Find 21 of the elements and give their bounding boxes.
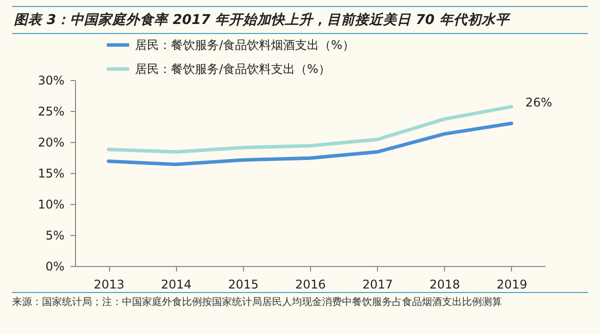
y-tick-label: 25% [38,104,64,118]
x-tick-label: 2016 [295,278,326,292]
chart-title: 图表 3：中国家庭外食率 2017 年开始加快上升，目前接近美日 70 年代初水平 [12,6,588,34]
y-tick-label: 10% [38,198,64,212]
y-tick-label: 15% [38,166,64,180]
source-note: 来源：国家统计局；注：中国家庭外食比例按国家统计局居民人均现金消费中餐饮服务占食品烟酒支出比例测算 [12,292,588,310]
y-tick-label: 0% [45,260,64,274]
y-tick-label: 5% [45,228,64,242]
line-series [106,104,514,154]
y-tick-label: 30% [38,74,64,88]
x-tick-label: 2018 [430,278,460,292]
y-tick-label: 20% [38,136,64,150]
annotation: 26% [525,96,552,110]
x-tick-label: 2017 [362,278,393,292]
line-series [106,122,514,166]
x-tick-label: 2015 [228,278,259,292]
x-tick-label: 2014 [160,278,192,292]
x-tick-label: 2013 [94,278,124,292]
legend-label: 居民：餐饮服务/食品饮料支出（%） [135,62,330,76]
x-tick-label: 2019 [496,278,528,292]
legend-label: 居民：餐饮服务/食品饮料烟酒支出（%） [135,38,354,52]
